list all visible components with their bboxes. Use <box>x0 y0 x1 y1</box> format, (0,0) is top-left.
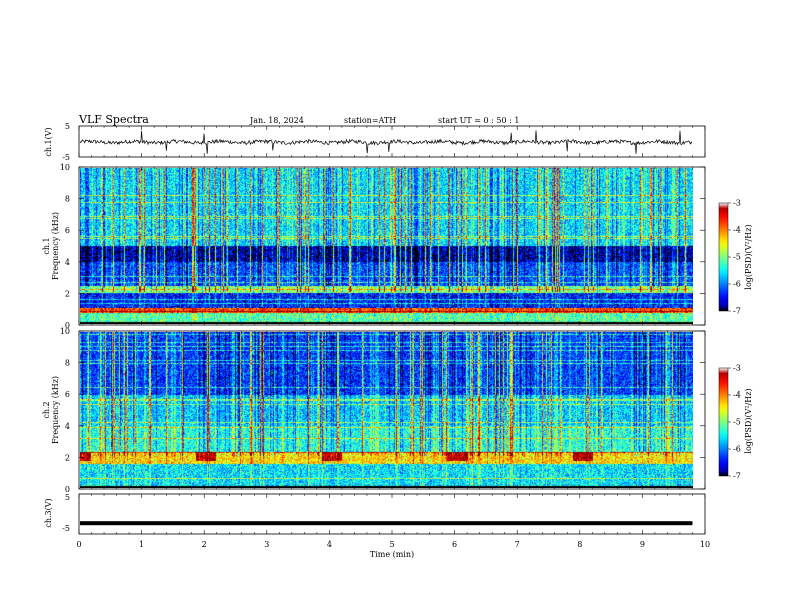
figure-title: VLF Spectra <box>78 113 149 126</box>
ch1-ytick-top: 5 <box>65 122 70 131</box>
colorbar-tick-label: -7 <box>733 472 741 481</box>
time-axis: 0 1 2 3 4 5 6 7 8 9 10 <box>76 126 710 549</box>
ytick-label: 2 <box>65 289 70 298</box>
station-label: station=ATH <box>344 116 396 125</box>
xtick-label: 4 <box>327 540 332 549</box>
ch1-ylabel: ch.1(V) <box>44 127 53 156</box>
ytick-label: 6 <box>65 226 70 235</box>
ytick-label: 0 <box>65 321 70 330</box>
xtick-label: 6 <box>452 540 457 549</box>
ch1-spectrogram-panel: 0 2 4 6 8 10 ch.1 Frequency (kHz) <box>42 163 706 330</box>
ch3-ylabel: ch.3(V) <box>44 498 53 527</box>
colorbar-tick-label: -4 <box>733 391 741 400</box>
ytick-label: 0 <box>65 485 70 494</box>
ytick-label: 2 <box>65 453 70 462</box>
xtick-label: 8 <box>577 540 582 549</box>
ytick-label: 4 <box>65 258 70 267</box>
start-time-label: start UT = 0 : 50 : 1 <box>438 116 519 125</box>
xaxis-label: Time (min) <box>370 550 414 559</box>
ch1-colorbar-bar <box>718 202 729 312</box>
ch2-colorbar: -3 -4 -5 -6 -7 log(PSD)(V²/Hz) <box>718 364 753 481</box>
ytick-label: 4 <box>65 422 70 431</box>
colorbar-tick-label: -3 <box>733 364 741 373</box>
ch2-colorbar-label: log(PSD)(V²/Hz) <box>744 388 753 453</box>
ch1-ytick-bottom: -5 <box>62 153 70 162</box>
ch2-colorbar-bar <box>718 367 729 477</box>
xtick-label: 3 <box>264 540 269 549</box>
ch3-ytick-bottom: -5 <box>62 524 70 533</box>
ch3-series-line <box>80 521 693 526</box>
date-label: Jan. 18, 2024 <box>249 116 304 125</box>
ytick-label: 10 <box>60 327 70 336</box>
xtick-label: 5 <box>389 540 394 549</box>
colorbar-tick-label: -5 <box>733 253 741 262</box>
ytick-label: 8 <box>65 359 70 368</box>
colorbar-tick-label: -3 <box>733 199 741 208</box>
ch1-series-line <box>79 130 693 154</box>
ch3-ytick-top: 5 <box>65 493 70 502</box>
xtick-label: 9 <box>640 540 645 549</box>
ch3-frame <box>78 493 706 535</box>
ch1-spec-chlabel: ch.1 <box>42 237 51 254</box>
ytick-label: 10 <box>60 163 70 172</box>
ch1-spectrogram-image <box>80 168 693 324</box>
colorbar-tick-label: -6 <box>733 280 741 289</box>
xtick-label: 7 <box>515 540 520 549</box>
ch2-spectrogram-image <box>80 332 693 488</box>
colorbar-tick-label: -6 <box>733 445 741 454</box>
ch1-waveform-panel: 5 -5 ch.1(V) <box>44 122 706 162</box>
xtick-label: 10 <box>700 540 710 549</box>
ytick-label: 6 <box>65 390 70 399</box>
ch1-spec-ylabel: Frequency (kHz) <box>51 212 60 280</box>
ch1-colorbar-label: log(PSD)(V²/Hz) <box>744 224 753 289</box>
colorbar-tick-label: -5 <box>733 418 741 427</box>
ch2-spec-ylabel: Frequency (kHz) <box>51 376 60 444</box>
xtick-label: 1 <box>139 540 144 549</box>
ytick-label: 8 <box>65 195 70 204</box>
ch2-spectrogram-panel: 0 2 4 6 8 10 ch.2 Frequency (kHz) <box>42 327 706 494</box>
colorbar-tick-label: -4 <box>733 226 741 235</box>
colorbar-tick-label: -7 <box>733 307 741 316</box>
ch2-spec-chlabel: ch.2 <box>42 401 51 418</box>
ch3-waveform-panel: 5 -5 ch.3(V) <box>44 493 706 535</box>
ch1-colorbar: -3 -4 -5 -6 -7 log(PSD)(V²/Hz) <box>718 199 753 316</box>
xtick-label: 2 <box>202 540 207 549</box>
xtick-label: 0 <box>76 540 81 549</box>
